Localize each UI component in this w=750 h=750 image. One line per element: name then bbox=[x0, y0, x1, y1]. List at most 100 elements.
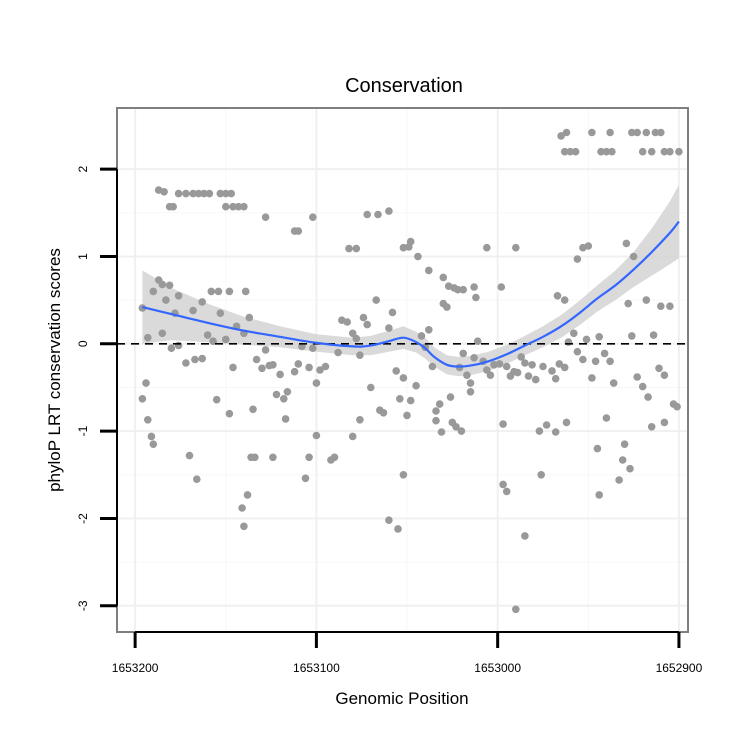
data-point bbox=[472, 293, 480, 302]
data-point bbox=[385, 516, 393, 524]
data-point bbox=[216, 309, 225, 318]
data-point bbox=[194, 189, 203, 198]
data-point bbox=[564, 338, 573, 346]
data-point bbox=[305, 453, 313, 462]
data-point bbox=[595, 333, 603, 341]
data-point bbox=[392, 367, 401, 375]
data-point bbox=[388, 308, 397, 317]
data-point bbox=[437, 428, 446, 436]
data-point bbox=[593, 444, 602, 453]
data-point bbox=[174, 292, 183, 300]
data-point bbox=[406, 396, 415, 405]
data-point bbox=[570, 329, 578, 338]
data-point bbox=[551, 428, 560, 436]
data-point bbox=[417, 332, 426, 340]
data-point bbox=[160, 188, 168, 196]
data-point bbox=[352, 244, 361, 253]
data-point bbox=[452, 423, 460, 431]
data-point bbox=[628, 128, 636, 137]
data-point bbox=[207, 287, 216, 296]
data-point bbox=[379, 409, 388, 417]
data-point bbox=[588, 128, 596, 137]
data-point bbox=[642, 296, 651, 304]
data-point bbox=[566, 147, 574, 156]
data-point bbox=[602, 414, 611, 422]
data-point bbox=[312, 431, 321, 440]
x-tick-label: 1653000 bbox=[474, 661, 521, 675]
data-point bbox=[144, 333, 152, 342]
data-point bbox=[624, 299, 632, 308]
data-point bbox=[227, 189, 235, 198]
data-point bbox=[316, 366, 324, 374]
data-point bbox=[158, 329, 167, 338]
data-point bbox=[412, 381, 420, 390]
panel-background bbox=[117, 108, 688, 632]
data-point bbox=[432, 407, 440, 415]
data-point bbox=[240, 202, 248, 211]
x-tick-label: 1653100 bbox=[293, 661, 340, 675]
data-point bbox=[537, 471, 545, 479]
data-point bbox=[182, 189, 190, 198]
data-point bbox=[283, 388, 292, 396]
data-point bbox=[258, 364, 266, 373]
data-point bbox=[620, 440, 629, 449]
data-point bbox=[222, 335, 230, 344]
data-point bbox=[189, 189, 197, 198]
data-point bbox=[269, 361, 277, 369]
data-point bbox=[294, 227, 303, 235]
data-point bbox=[367, 383, 375, 392]
data-point bbox=[301, 474, 310, 483]
data-point bbox=[406, 237, 415, 246]
data-point bbox=[531, 375, 540, 384]
data-point bbox=[276, 370, 284, 379]
data-point bbox=[666, 147, 674, 156]
data-point bbox=[385, 324, 393, 332]
x-axis: 1653200 1653100 1653000 1652900 bbox=[112, 631, 703, 675]
data-point bbox=[443, 303, 451, 311]
data-point bbox=[582, 335, 591, 344]
data-point bbox=[214, 287, 223, 296]
data-point bbox=[356, 351, 364, 360]
data-point bbox=[553, 292, 562, 300]
data-point bbox=[633, 128, 641, 137]
data-point bbox=[309, 344, 317, 353]
data-point bbox=[606, 128, 614, 137]
confidence-ribbon-layer bbox=[142, 184, 679, 377]
data-point bbox=[200, 189, 208, 198]
data-point bbox=[606, 357, 614, 366]
data-point bbox=[579, 243, 587, 252]
data-point bbox=[470, 354, 478, 362]
data-point bbox=[528, 361, 536, 369]
x-tick-label: 1653200 bbox=[112, 661, 159, 675]
data-point bbox=[280, 395, 288, 403]
data-point bbox=[446, 393, 455, 401]
data-point bbox=[352, 334, 361, 343]
y-tick-label: 1 bbox=[76, 253, 90, 260]
data-point bbox=[330, 453, 339, 462]
data-point bbox=[588, 374, 596, 382]
x-axis-title: Genomic Position bbox=[335, 689, 468, 708]
data-point bbox=[290, 367, 299, 376]
data-point bbox=[608, 147, 616, 156]
data-point bbox=[459, 349, 468, 358]
data-point bbox=[198, 298, 206, 306]
data-point bbox=[261, 213, 270, 221]
y-tick-label: -2 bbox=[76, 513, 90, 524]
data-point bbox=[198, 354, 206, 363]
data-point bbox=[473, 337, 482, 346]
data-point bbox=[203, 331, 212, 339]
data-point bbox=[432, 416, 440, 425]
data-point bbox=[394, 525, 402, 533]
data-point bbox=[149, 440, 158, 449]
data-point bbox=[241, 287, 250, 296]
data-point bbox=[229, 202, 237, 211]
data-point bbox=[174, 341, 183, 350]
data-point bbox=[642, 128, 651, 137]
data-point bbox=[309, 213, 317, 221]
data-point bbox=[517, 353, 525, 361]
data-point bbox=[560, 363, 569, 372]
data-point bbox=[660, 418, 669, 427]
data-point bbox=[185, 451, 194, 460]
smooth-curve bbox=[142, 220, 680, 368]
